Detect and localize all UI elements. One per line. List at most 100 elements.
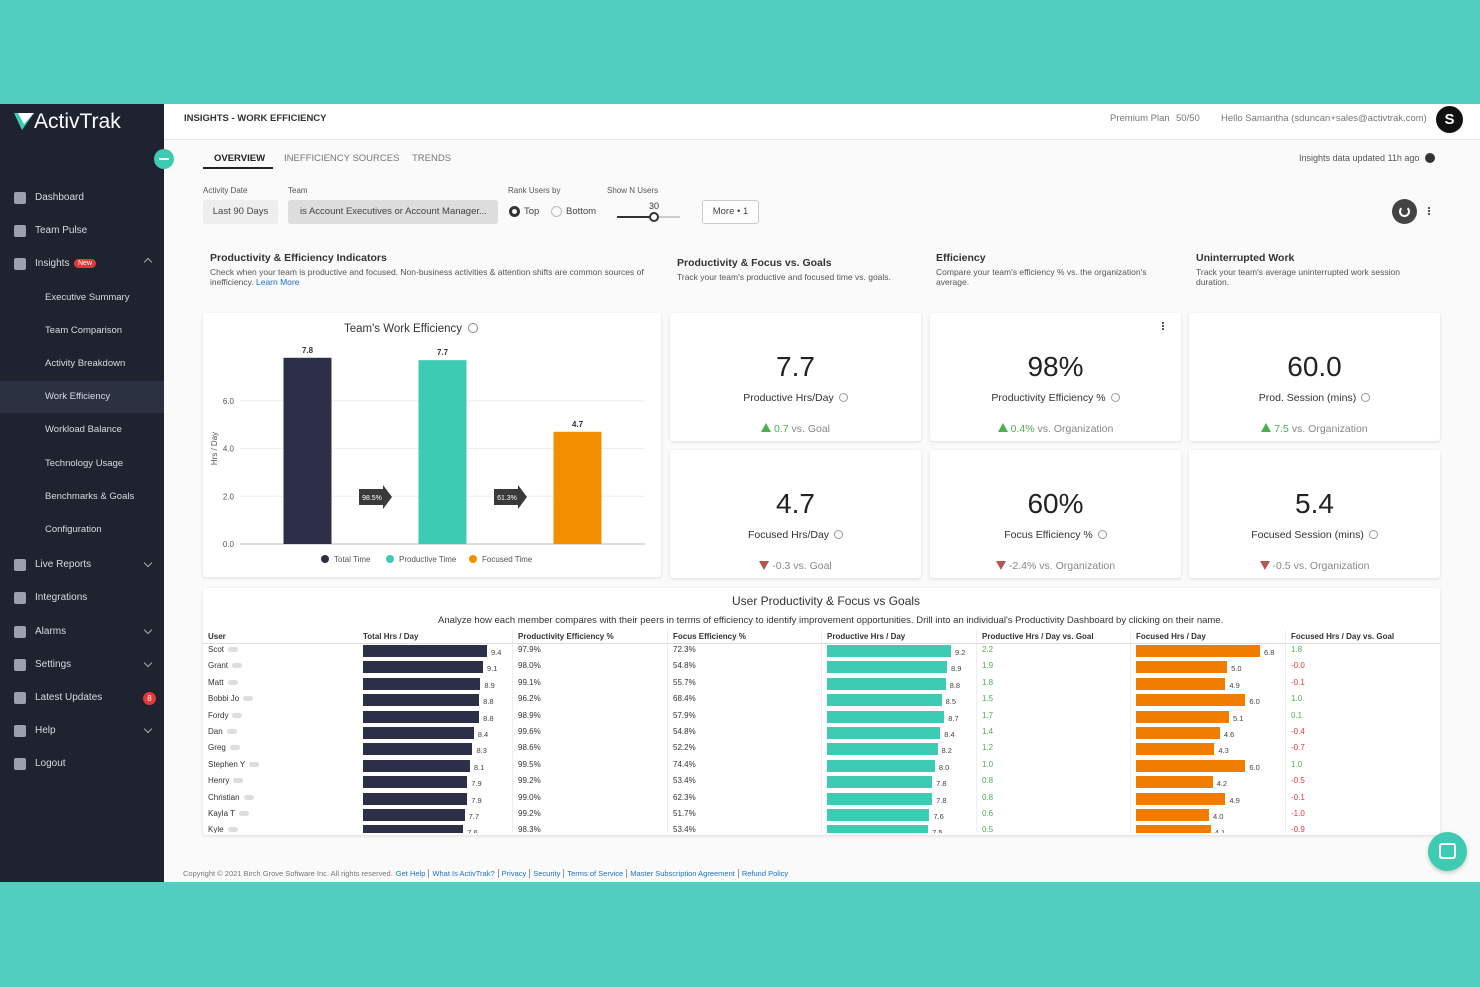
footer-link[interactable]: Privacy <box>497 869 530 878</box>
kpi-card: 60.0 Prod. Session (mins) 7.5 vs. Organiza… <box>1189 313 1440 441</box>
nav-item[interactable]: Work Efficiency <box>45 391 111 403</box>
kpi-label: Focused Hrs/Day <box>670 529 921 541</box>
annotation: 61.3% <box>497 495 517 502</box>
kpi-value: 4.7 <box>776 488 815 519</box>
section-description: Track your team's productive and focused… <box>677 272 891 282</box>
y-axis-title: Hrs / Day <box>210 432 219 465</box>
bar-label: 7.6 <box>933 812 944 821</box>
filter-label: Team <box>288 186 308 195</box>
radio[interactable] <box>509 206 520 217</box>
user-name[interactable]: Kayla T <box>208 809 249 818</box>
bar-label: 8.4 <box>944 730 955 739</box>
nav-item[interactable]: Benchmarks & Goals <box>45 490 135 502</box>
more-button[interactable]: More • 1 <box>702 200 759 224</box>
nav-item[interactable]: Settings <box>35 658 72 670</box>
cell: 54.8% <box>673 727 696 736</box>
nav-item[interactable]: Workload Balance <box>45 424 122 436</box>
cell: 68.4% <box>673 694 696 704</box>
refresh-button[interactable] <box>1392 199 1417 224</box>
slider-knob[interactable] <box>649 212 659 222</box>
delta-comparison: vs. Organization <box>1039 560 1116 572</box>
cell: 1.0 <box>1291 694 1303 704</box>
kpi-label-text: Focused Hrs/Day <box>747 529 830 541</box>
footer-link[interactable]: Refund Policy <box>737 869 792 878</box>
table-bar <box>827 661 947 674</box>
user-name[interactable]: Scot <box>208 645 239 654</box>
cell: 96.2% <box>518 694 541 704</box>
section-title: Uninterrupted Work <box>1196 252 1295 264</box>
nav-item[interactable]: Help <box>35 725 56 737</box>
user-name[interactable]: Fordy <box>208 711 243 720</box>
cell: 2.2 <box>982 645 994 654</box>
user-name[interactable]: Kyle <box>208 825 238 833</box>
user-name[interactable]: Matt <box>208 678 238 687</box>
collapse-button[interactable] <box>154 149 174 169</box>
kpi-delta: -0.5 vs. Organization <box>1189 560 1440 572</box>
logo-mark <box>14 113 34 130</box>
footer-link[interactable]: What Is ActivTrak? <box>428 869 498 878</box>
table-bar <box>1136 677 1226 690</box>
nav-item[interactable]: Executive Summary <box>45 291 130 303</box>
nav-item[interactable]: Live Reports <box>35 559 92 571</box>
table-bar <box>363 776 468 789</box>
nav-item[interactable]: Activity Breakdown <box>45 358 126 369</box>
user-tag <box>238 811 249 816</box>
user-name[interactable]: Dan <box>208 727 237 736</box>
radio[interactable] <box>551 206 562 217</box>
nav-icon <box>14 758 26 771</box>
user-name[interactable]: Henry <box>208 776 244 785</box>
nav-item[interactable]: Technology Usage <box>45 457 124 469</box>
user-name[interactable]: Greg <box>208 743 240 752</box>
cell: -0.1 <box>1291 792 1305 802</box>
info-icon[interactable] <box>1425 153 1435 163</box>
avatar[interactable]: S <box>1436 106 1463 133</box>
table-bar <box>827 776 933 789</box>
nav-item[interactable]: Insights <box>35 258 70 270</box>
nav-item[interactable]: Alarms <box>35 625 67 637</box>
cell: 0.5 <box>982 825 994 833</box>
card-menu[interactable] <box>1162 322 1164 324</box>
delta-value: -2.4% <box>1008 560 1037 572</box>
footer-link[interactable]: Terms of Service <box>563 869 627 878</box>
tab[interactable]: OVERVIEW <box>214 153 266 164</box>
slider-value: 30 <box>649 201 660 211</box>
user-tag <box>229 745 240 751</box>
nav-item[interactable]: Team Pulse <box>35 225 88 237</box>
footer-link[interactable]: Master Subscription Agreement <box>626 869 738 878</box>
bar-label: 7.8 <box>936 795 947 805</box>
table-bar <box>1136 809 1209 821</box>
user-name[interactable]: Grant <box>208 661 243 670</box>
footer-link[interactable]: Get Help <box>395 869 426 878</box>
nav-item[interactable]: Configuration <box>45 524 102 535</box>
sidebar <box>0 104 164 882</box>
table-bar <box>363 743 473 756</box>
nav-item[interactable]: Integrations <box>35 592 88 604</box>
chat-button[interactable] <box>1428 832 1467 871</box>
cell: 1.4 <box>982 727 994 736</box>
bar-label: 7.8 <box>936 779 947 789</box>
user-name[interactable]: Stephen Y <box>208 760 260 769</box>
tab[interactable]: INEFFICIENCY SOURCES <box>284 153 400 164</box>
nav-item[interactable]: Team Comparison <box>45 324 123 336</box>
cell: 55.7% <box>673 677 696 687</box>
team-select[interactable]: is Account Executives or Account Manager… <box>288 200 498 224</box>
learn-more-link[interactable]: Learn More <box>256 277 300 287</box>
nav-item[interactable]: Latest Updates <box>35 692 103 703</box>
nav-item[interactable]: Dashboard <box>35 192 84 203</box>
kpi-value: 7.7 <box>776 351 815 382</box>
user-tag <box>232 712 243 718</box>
nav-item[interactable]: Logout <box>35 758 66 770</box>
page-menu[interactable] <box>1428 207 1430 209</box>
footer-link[interactable]: Security <box>529 869 564 878</box>
bar-label: 7.7 <box>468 812 479 821</box>
bar-label: 8.7 <box>948 713 959 723</box>
user-name[interactable]: Bobbi Jo <box>208 694 254 703</box>
value-label: 4.7 <box>572 420 584 429</box>
bar-label: 8.8 <box>483 713 494 723</box>
user-name[interactable]: Christian <box>208 793 254 802</box>
table-bar <box>1136 694 1246 707</box>
trend-triangle <box>760 423 771 432</box>
tab[interactable]: TRENDS <box>412 153 452 164</box>
date-select[interactable]: Last 90 Days <box>203 200 278 224</box>
copyright: Copyright © 2021 Birch Grove Software In… <box>183 869 393 878</box>
